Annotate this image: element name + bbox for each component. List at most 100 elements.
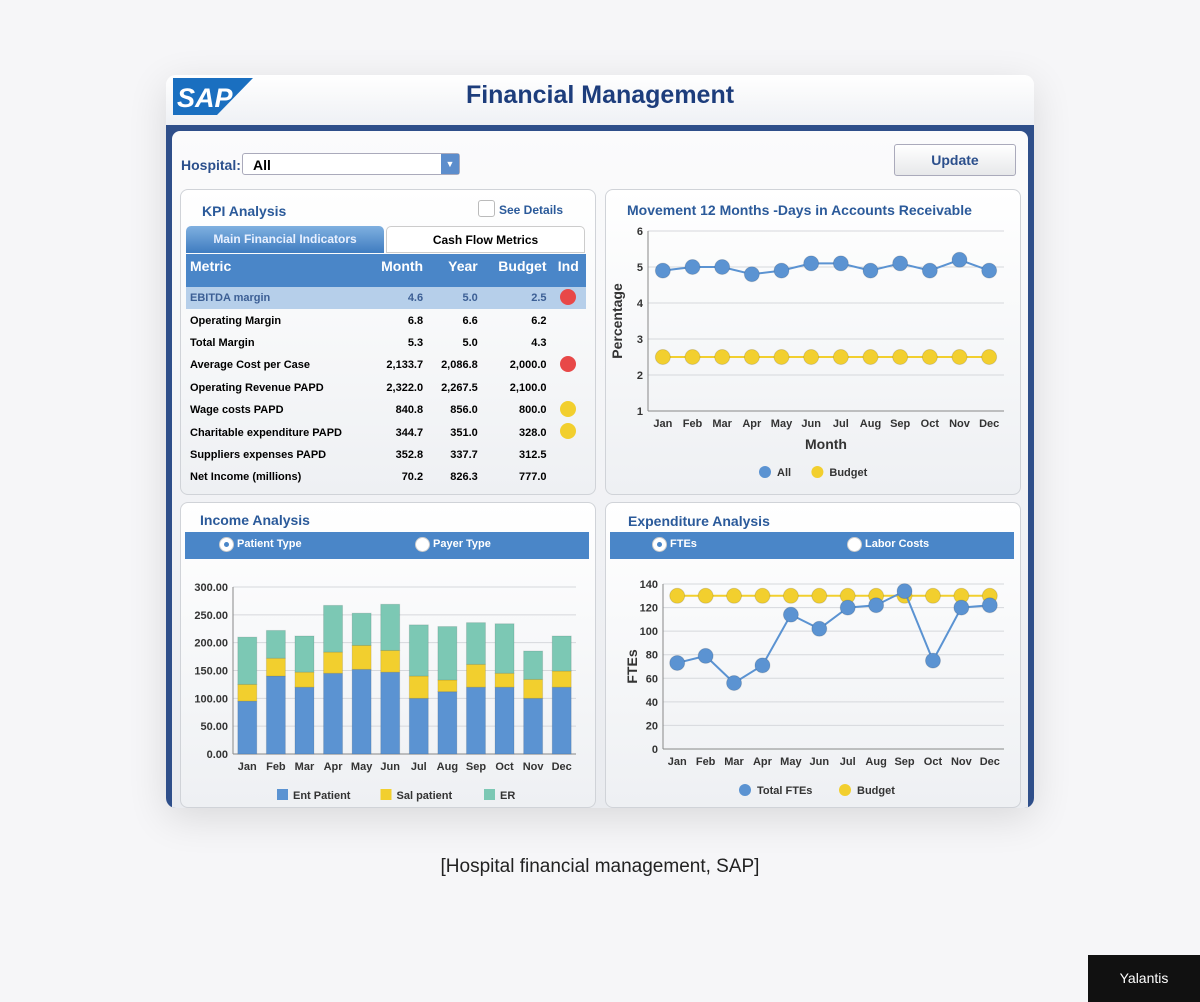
data-point [981,349,998,365]
data-point [981,597,998,614]
radio-labor-costs[interactable] [847,537,862,552]
col-budget[interactable]: Budget [481,254,551,287]
x-tick-label: Nov [951,756,973,768]
data-point [921,349,938,365]
tab-main-financial-indicators[interactable]: Main Financial Indicators [186,226,384,253]
data-point [862,262,879,279]
kpi-cell-ind [551,466,587,488]
radio-patient-type-label[interactable]: Patient Type [237,538,302,550]
y-tick-label: 100.00 [194,693,228,705]
kpi-row[interactable]: Charitable expenditure PAPD 344.7 351.0 328… [186,421,586,443]
data-point [862,349,879,365]
kpi-row[interactable]: Net Income (millions) 70.2 826.3 777.0 [186,466,586,488]
content-frame: Hospital: All ▼ Update KPI Analysis See D… [166,125,1034,808]
x-tick-label: Aug [437,761,458,773]
data-point [868,597,885,614]
radio-payer-type[interactable] [415,537,430,552]
x-tick-label: Dec [980,756,1000,768]
data-point [832,255,849,272]
hospital-select[interactable]: All ▼ [242,153,460,175]
y-axis-label: Percentage [609,283,625,359]
radio-labor-costs-label[interactable]: Labor Costs [865,538,930,550]
kpi-cell-month: 70.2 [401,471,424,484]
tab-cash-flow-metrics[interactable]: Cash Flow Metrics [386,226,585,253]
col-year[interactable]: Year [427,254,482,287]
kpi-table: Metric Month Year Budget Ind EBITDA marg… [186,254,586,489]
radio-payer-type-label[interactable]: Payer Type [433,538,491,550]
update-button[interactable]: Update [894,144,1016,176]
data-point [697,647,714,664]
kpi-cell-ind [551,399,587,421]
yalantis-badge[interactable]: Yalantis [1088,955,1200,1002]
kpi-row[interactable]: Average Cost per Case 2,133.7 2,086.8 2,000… [186,354,586,376]
legend-marker [484,789,495,800]
legend-label: Budget [829,467,867,479]
kpi-cell-month: 6.8 [407,314,424,327]
sap-logo: SAP [173,78,253,115]
radio-ftes-label[interactable]: FTEs [670,538,697,550]
bar-segment-sal-patient [380,649,401,673]
red-indicator-icon [560,288,577,305]
y-tick-label: 60 [646,673,658,685]
income-bar-chart: 0.00 50.00 100.00 150.00 200.00 250.00 300.00 J… [194,582,576,802]
data-point [924,587,941,604]
kpi-cell-ind [551,377,587,399]
see-details-checkbox[interactable] [478,200,495,217]
kpi-cell-year: 5.0 [462,336,478,349]
data-point [743,266,760,283]
bar-segment-ent-patient [551,686,572,755]
hospital-label: Hospital: [181,157,241,173]
bar-segment-er [408,624,429,677]
radio-patient-type[interactable] [219,537,234,552]
kpi-cell-month: 344.7 [395,426,424,439]
income-title: Income Analysis [200,512,310,528]
x-tick-label: Nov [523,761,545,773]
bar-segment-ent-patient [265,675,286,755]
data-point [951,349,968,365]
bar-segment-ent-patient [323,672,344,755]
kpi-cell-metric: Operating Margin [190,314,282,327]
kpi-cell-metric: Suppliers expenses PAPD [190,448,327,461]
x-tick-label: Apr [753,756,773,768]
data-point [896,583,913,600]
kpi-row[interactable]: Total Margin 5.3 5.0 4.3 [186,332,586,354]
kpi-row[interactable]: Operating Revenue PAPD 2,322.0 2,267.5 2,10… [186,377,586,399]
y-tick-label: 20 [646,720,658,732]
see-details-label[interactable]: See Details [499,203,564,217]
bar-segment-sal-patient [265,657,286,677]
kpi-cell-year: 5.0 [427,287,482,310]
kpi-cell-ind [551,421,587,443]
kpi-row[interactable]: Operating Margin 6.8 6.6 6.2 [186,309,586,331]
col-month[interactable]: Month [366,254,428,287]
kpi-row[interactable]: Suppliers expenses PAPD 352.8 337.7 312.5 [186,444,586,466]
data-point [654,349,671,365]
kpi-cell-metric: Charitable expenditure PAPD [190,426,342,439]
kpi-cell-budget: 800.0 [518,404,547,417]
ar-chart-panel: Movement 12 Months -Days in Accounts Rec… [605,189,1021,495]
col-metric[interactable]: Metric [186,254,366,287]
x-tick-label: Mar [712,418,732,430]
kpi-cell-budget: 2,100.0 [509,381,547,394]
kpi-row[interactable]: EBITDA margin 4.6 5.0 2.5 [186,287,586,310]
bar-segment-sal-patient [351,644,372,670]
legend-label: All [777,467,791,479]
data-point [782,587,799,604]
y-tick-label: 50.00 [200,721,228,733]
y-tick-label: 0 [652,744,658,756]
x-axis-label: Month [805,436,847,452]
data-point [654,262,671,279]
x-tick-label: Apr [742,418,762,430]
data-point [669,654,686,671]
radio-ftes[interactable] [652,537,667,552]
income-panel: Income Analysis Patient Type Payer Type … [180,502,596,808]
kpi-row[interactable]: Wage costs PAPD 840.8 856.0 800.0 [186,399,586,421]
x-tick-label: Jul [411,761,427,773]
bar-segment-er [494,623,515,674]
kpi-cell-year: 6.6 [462,314,478,327]
data-point [892,349,909,365]
bar-segment-er [551,635,572,672]
col-ind[interactable]: Ind [550,254,586,287]
data-point [924,652,941,669]
bar-segment-ent-patient [237,700,258,755]
y-tick-label: 150.00 [194,666,228,678]
